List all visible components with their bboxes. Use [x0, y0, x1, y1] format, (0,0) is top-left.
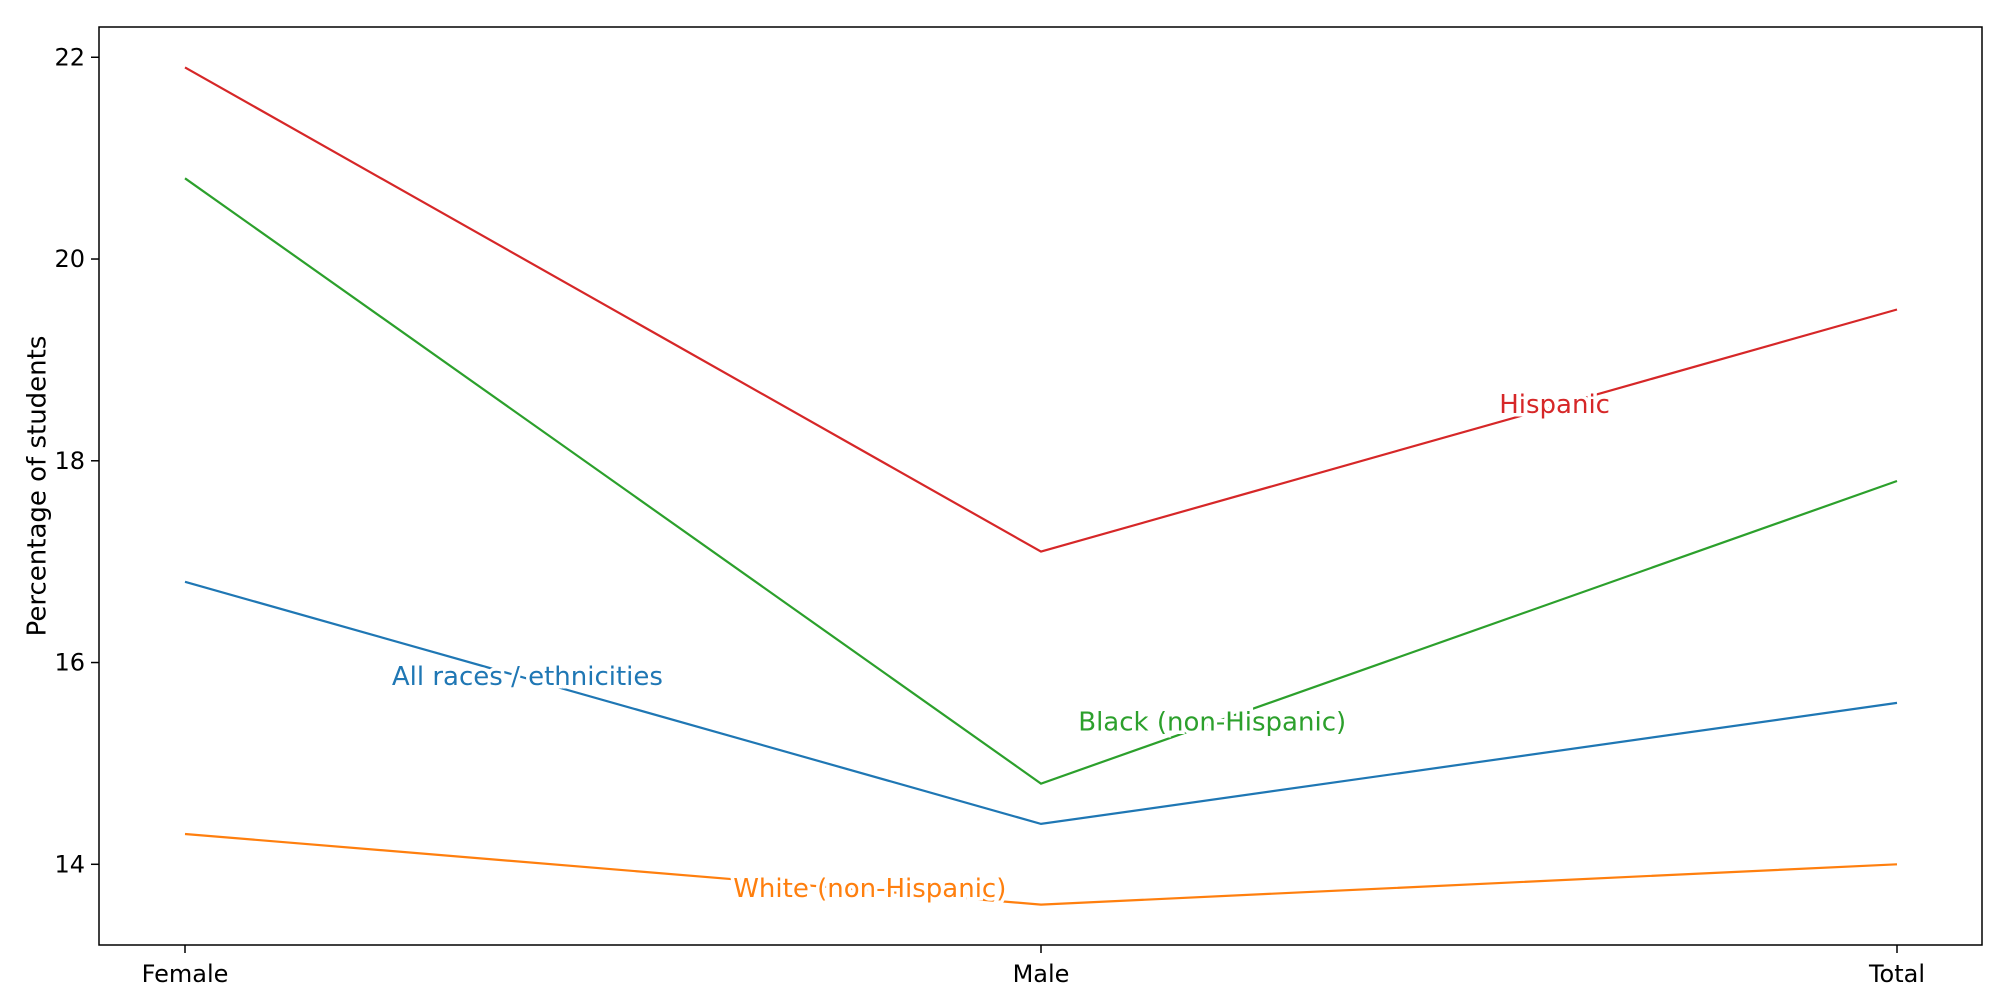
y-tick-label: 18: [54, 447, 85, 475]
series-line-2: [184, 177, 1898, 785]
x-tick-label: Female: [142, 960, 229, 988]
x-tick-label: Total: [1868, 960, 1925, 988]
series-label-2: Black (non-Hispanic): [1078, 708, 1346, 738]
y-tick-label: 22: [54, 43, 85, 71]
x-axis: Female Male Total: [142, 945, 1925, 988]
series-line-0: [184, 580, 1898, 826]
y-tick-label: 20: [54, 245, 85, 273]
x-tick-label: Male: [1013, 960, 1070, 988]
plot-area: [98, 26, 1983, 946]
y-axis: 14 16 18 20 22: [54, 43, 99, 878]
series-label-3: Hispanic: [1499, 390, 1610, 420]
series-line-1: [184, 832, 1898, 906]
y-tick-label: 14: [54, 850, 85, 878]
series-line-3: [184, 66, 1898, 553]
y-tick-label: 16: [54, 649, 85, 677]
series-labels: All races / ethnicities White (non-Hispan…: [388, 386, 1613, 907]
series-lines: [184, 66, 1898, 906]
series-label-1: White (non-Hispanic): [733, 874, 1006, 904]
y-axis-label: Percentage of students: [23, 336, 53, 637]
series-label-0: All races / ethnicities: [392, 662, 663, 692]
